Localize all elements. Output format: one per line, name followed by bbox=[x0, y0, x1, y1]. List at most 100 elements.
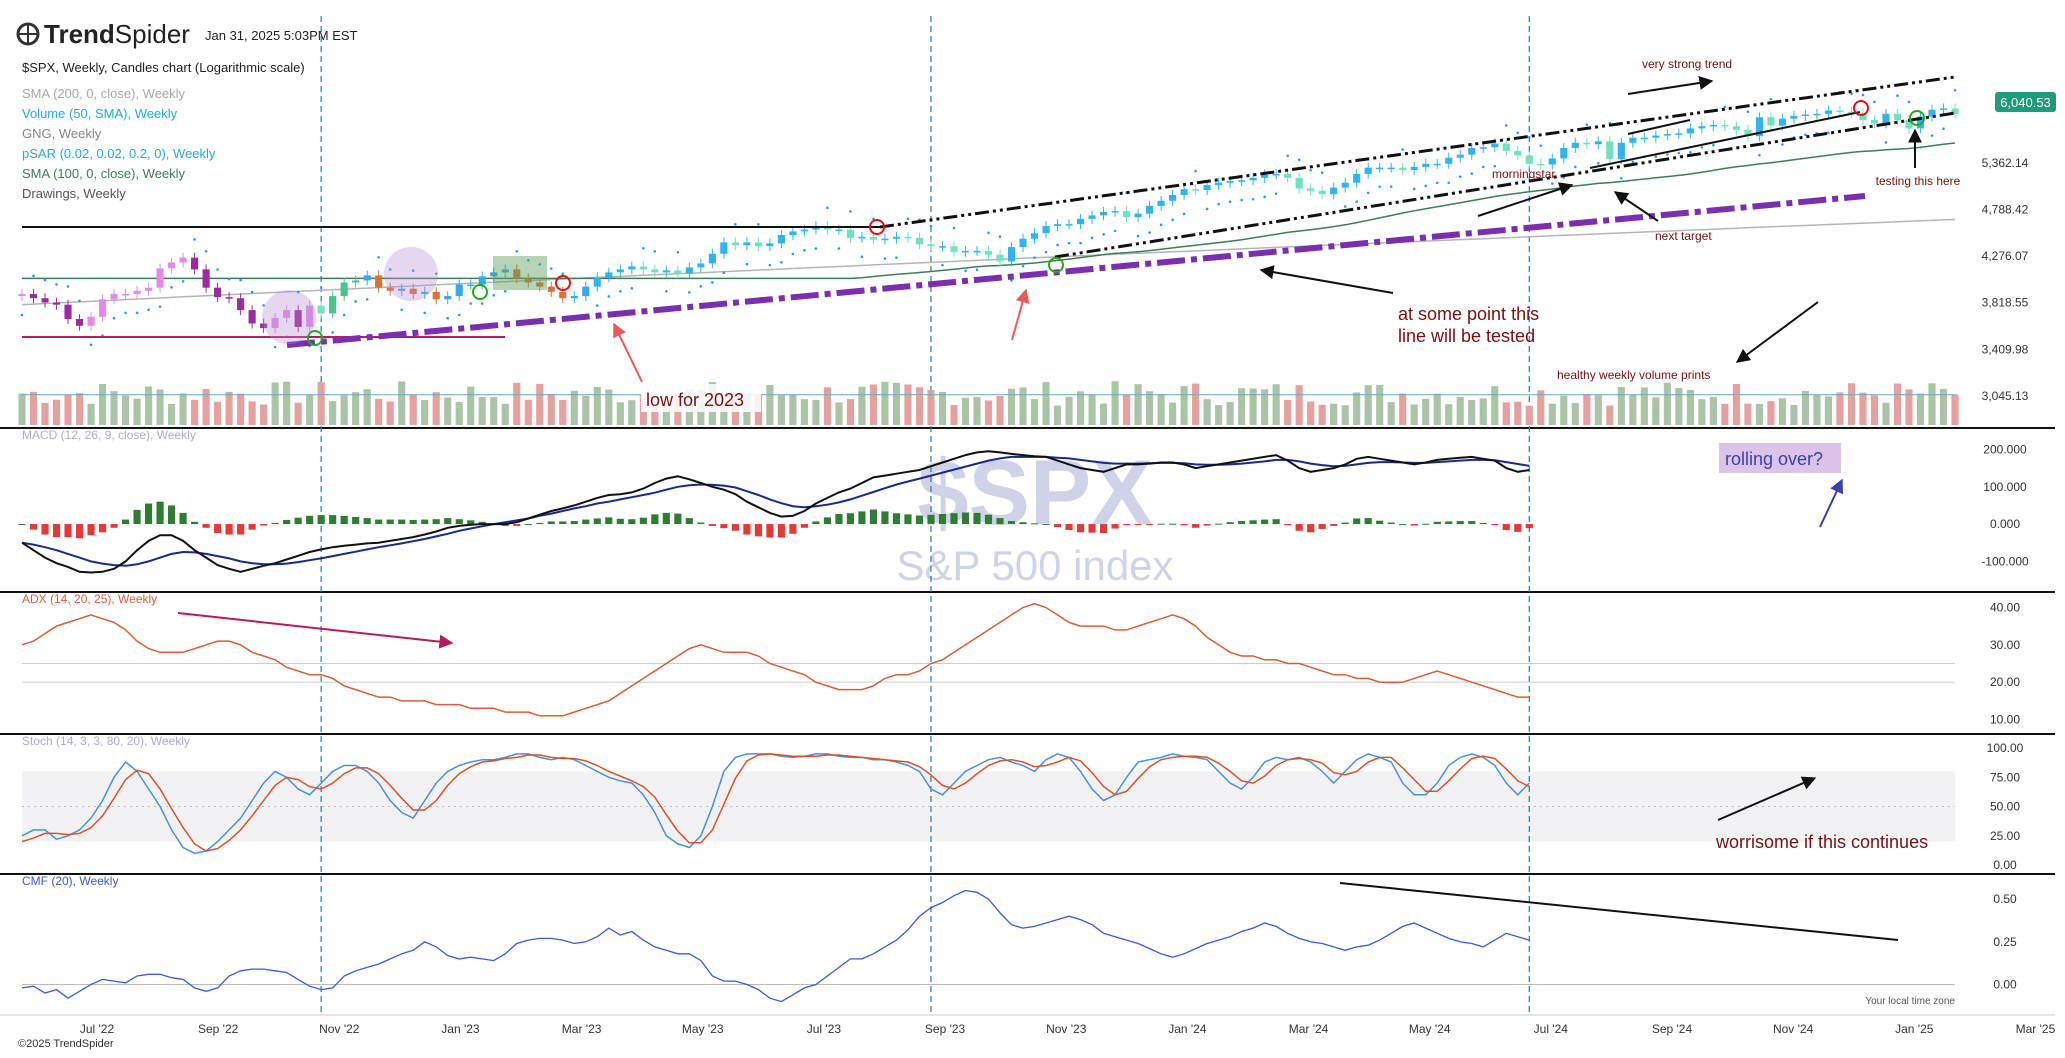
macd-histogram-bar bbox=[168, 505, 176, 525]
macd-histogram-bar bbox=[1076, 524, 1085, 533]
candle bbox=[1111, 211, 1119, 213]
psar-dot bbox=[1389, 185, 1393, 188]
volume-bar bbox=[1928, 383, 1936, 425]
macd-histogram-bar bbox=[628, 519, 636, 525]
psar-dot bbox=[883, 257, 887, 260]
psar-dot bbox=[20, 313, 24, 317]
stoch-d-line bbox=[21, 753, 1530, 852]
volume-bar bbox=[984, 400, 993, 425]
trendspider-logo-icon bbox=[16, 22, 40, 46]
macd-histogram-bar bbox=[1422, 523, 1430, 525]
cmf-line bbox=[21, 889, 1530, 1003]
candle bbox=[950, 246, 958, 252]
candle bbox=[616, 269, 624, 273]
signal-green-jan bbox=[472, 284, 488, 300]
psar-dot bbox=[952, 226, 956, 230]
volume-bar bbox=[1721, 403, 1729, 425]
candle bbox=[1272, 173, 1280, 176]
volume-bar bbox=[1076, 391, 1085, 425]
macd-histogram-bar bbox=[927, 514, 935, 525]
macd-histogram-bar bbox=[846, 513, 854, 525]
macd-histogram-bar bbox=[1525, 524, 1533, 529]
volume-bar bbox=[133, 398, 141, 425]
macd-panel: MACD (12, 26, 9, close), Weekly bbox=[18, 428, 1533, 574]
legend-item: pSAR (0.02, 0.02, 0.2, 0), Weekly bbox=[22, 146, 216, 161]
volume-bar bbox=[1583, 393, 1591, 425]
candle bbox=[110, 293, 118, 300]
candle bbox=[1341, 182, 1349, 188]
volume-bar bbox=[1652, 397, 1660, 425]
volume-bar bbox=[1905, 389, 1913, 425]
volume-bar bbox=[1640, 387, 1648, 425]
psar-dot bbox=[803, 249, 806, 252]
candle bbox=[1169, 194, 1177, 201]
annotation-very-strong-trend: very strong trend bbox=[1642, 57, 1732, 71]
macd-signal-line bbox=[21, 455, 1530, 567]
time-tick-label: Jan '23 bbox=[441, 1022, 480, 1036]
candle bbox=[467, 284, 475, 287]
signal-green-jan25 bbox=[1909, 110, 1925, 126]
volume-bar bbox=[52, 399, 61, 425]
macd-histogram-bar bbox=[1353, 518, 1361, 525]
volume-bar bbox=[1353, 392, 1361, 425]
volume-bar bbox=[1790, 405, 1798, 425]
price-tick-label: 3,818.55 bbox=[1982, 296, 2029, 310]
candle bbox=[1870, 120, 1879, 124]
volume-bar bbox=[1939, 388, 1948, 425]
candle bbox=[398, 288, 406, 291]
time-tick-label: Nov '24 bbox=[1773, 1022, 1814, 1036]
macd-histogram-bar bbox=[743, 524, 751, 535]
volume-bar bbox=[892, 382, 901, 425]
candle bbox=[674, 270, 682, 274]
macd-histogram-bar bbox=[352, 516, 360, 525]
psar-dot bbox=[1804, 133, 1807, 137]
candle bbox=[1836, 110, 1844, 112]
macd-histogram-bar bbox=[432, 519, 440, 525]
candle bbox=[1939, 108, 1948, 110]
candle bbox=[1445, 157, 1453, 164]
volume-bar bbox=[823, 387, 831, 425]
watermark-name: S&P 500 index bbox=[896, 542, 1173, 589]
volume-bar bbox=[490, 397, 498, 425]
volume-bar bbox=[1870, 395, 1879, 425]
candle bbox=[1261, 174, 1269, 178]
psar-dot bbox=[1056, 243, 1059, 247]
volume-bar bbox=[1318, 404, 1326, 425]
volume-bar bbox=[1099, 403, 1108, 425]
candle bbox=[87, 316, 95, 326]
candle bbox=[1042, 225, 1050, 234]
candle bbox=[444, 296, 452, 300]
psar-dot bbox=[1700, 146, 1704, 149]
volume-bar bbox=[432, 392, 440, 425]
psar-dot bbox=[699, 285, 703, 288]
volume-bar bbox=[1893, 383, 1902, 425]
volume-bar bbox=[536, 383, 544, 425]
volume-bar bbox=[1813, 394, 1821, 425]
stoch-tick-label: 25.00 bbox=[1990, 829, 2020, 843]
psar-dot bbox=[1827, 131, 1830, 135]
psar-dot bbox=[78, 299, 81, 303]
candle bbox=[547, 286, 555, 292]
macd-histogram-bar bbox=[1238, 521, 1246, 525]
psar-dot bbox=[826, 206, 829, 210]
macd-histogram-bar bbox=[1111, 524, 1119, 529]
macd-histogram-bar bbox=[984, 514, 993, 525]
candle bbox=[915, 237, 924, 245]
volume-bar bbox=[1744, 403, 1752, 425]
macd-label: MACD (12, 26, 9, close), Weekly bbox=[22, 428, 196, 442]
candle bbox=[1755, 117, 1763, 137]
volume-bar bbox=[87, 403, 95, 425]
adx-label: ADX (14, 20, 25), Weekly bbox=[22, 592, 157, 606]
candle bbox=[1928, 109, 1936, 117]
psar-dot bbox=[780, 261, 783, 264]
volume-bar bbox=[1111, 381, 1119, 425]
volume-bar bbox=[1594, 395, 1602, 425]
psar-dot bbox=[423, 311, 427, 315]
volume-bar bbox=[1560, 395, 1568, 425]
psar-dot bbox=[135, 311, 139, 315]
candle bbox=[1007, 247, 1016, 262]
candle bbox=[835, 229, 843, 232]
psar-dot bbox=[538, 263, 542, 266]
psar-dot bbox=[1044, 250, 1048, 254]
